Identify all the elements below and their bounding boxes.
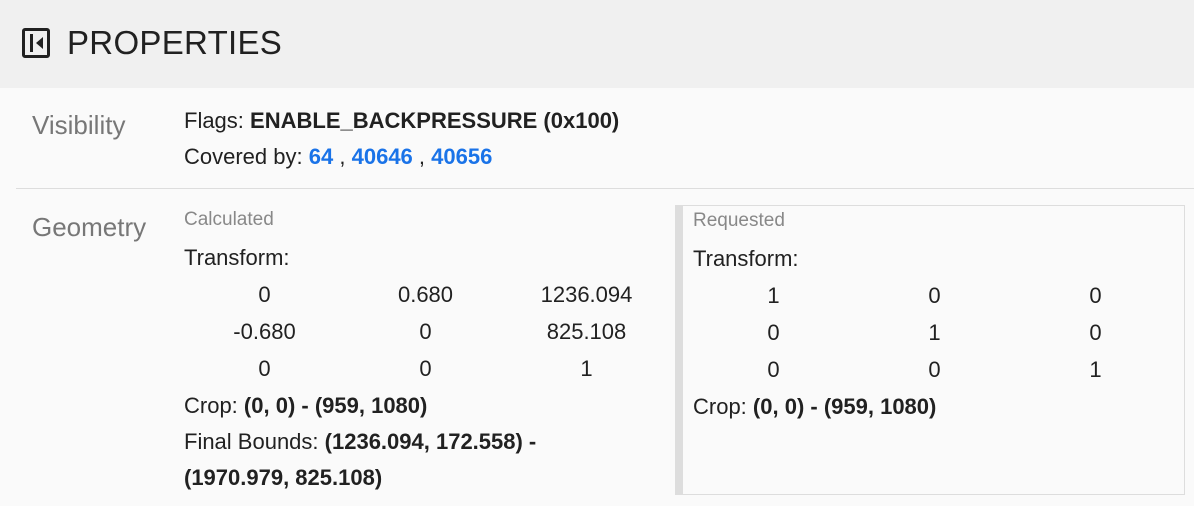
- calculated-title: Calculated: [184, 209, 274, 230]
- matrix-cell: 0: [419, 319, 432, 344]
- visibility-label: Visibility: [32, 110, 126, 140]
- matrix-cell: 0.680: [397, 282, 454, 307]
- crop-value: (0, 0) - (959, 1080): [243, 393, 428, 418]
- final-bounds-label: Final Bounds:: [184, 429, 319, 454]
- flags-row: Flags: ENABLE_BACKPRESSURE (0x100): [184, 102, 619, 139]
- toggle-sidebar-icon[interactable]: [22, 28, 50, 58]
- requested-transform-matrix: 1 0 0 0 1 0 0 0 1: [693, 277, 1176, 388]
- crop-row: Crop: (0, 0) - (959, 1080): [693, 388, 936, 425]
- matrix-cell: 0: [928, 357, 941, 382]
- transform-label: Transform:: [693, 246, 799, 271]
- matrix-cell: 0: [928, 283, 941, 308]
- crop-label: Crop:: [184, 393, 238, 418]
- matrix-cell: 0: [1089, 320, 1102, 345]
- requested-section: Requested Transform: 1 0 0 0 1 0 0 0 1 C…: [675, 205, 1185, 495]
- geometry-label: Geometry: [32, 212, 147, 242]
- requested-title: Requested: [693, 210, 785, 231]
- matrix-cell: 0: [767, 320, 780, 345]
- covered-by-label: Covered by:: [184, 144, 303, 169]
- section-divider: [16, 188, 1194, 189]
- covered-by-link[interactable]: 64: [308, 144, 334, 169]
- matrix-cell: 1: [1089, 357, 1102, 382]
- separator: ,: [339, 144, 346, 169]
- matrix-cell: 0: [767, 357, 780, 382]
- calculated-transform-matrix: 0 0.680 1236.094 -0.680 0 825.108 0 0 1: [184, 276, 667, 387]
- crop-row: Crop: (0, 0) - (959, 1080): [184, 387, 427, 424]
- flags-label: Flags:: [184, 108, 244, 133]
- matrix-cell: 0: [419, 356, 432, 381]
- matrix-cell: -0.680: [233, 319, 296, 344]
- crop-label: Crop:: [693, 394, 747, 419]
- matrix-cell: 1: [928, 320, 941, 345]
- matrix-cell: 1236.094: [540, 282, 633, 307]
- matrix-cell: 0: [258, 282, 271, 307]
- matrix-cell: 0: [258, 356, 271, 381]
- separator: ,: [418, 144, 426, 169]
- matrix-cell: 825.108: [546, 319, 627, 344]
- properties-header: PROPERTIES: [0, 0, 1194, 88]
- covered-by-row: Covered by: 64 , 40646 , 40656: [184, 138, 492, 175]
- matrix-cell: 1: [767, 283, 780, 308]
- transform-label: Transform:: [184, 245, 290, 270]
- matrix-cell: 1: [580, 356, 593, 381]
- final-bounds-value-cont: (1970.979, 825.108): [184, 465, 383, 490]
- flags-value: ENABLE_BACKPRESSURE (0x100): [250, 108, 620, 133]
- covered-by-link[interactable]: 40656: [431, 144, 493, 169]
- covered-by-link[interactable]: 40646: [351, 144, 413, 169]
- final-bounds-value: (1236.094, 172.558) -: [324, 429, 537, 454]
- matrix-cell: 0: [1089, 283, 1102, 308]
- final-bounds-row: Final Bounds: (1236.094, 172.558) -: [184, 423, 536, 460]
- panel-title: PROPERTIES: [67, 24, 283, 61]
- crop-value: (0, 0) - (959, 1080): [752, 394, 937, 419]
